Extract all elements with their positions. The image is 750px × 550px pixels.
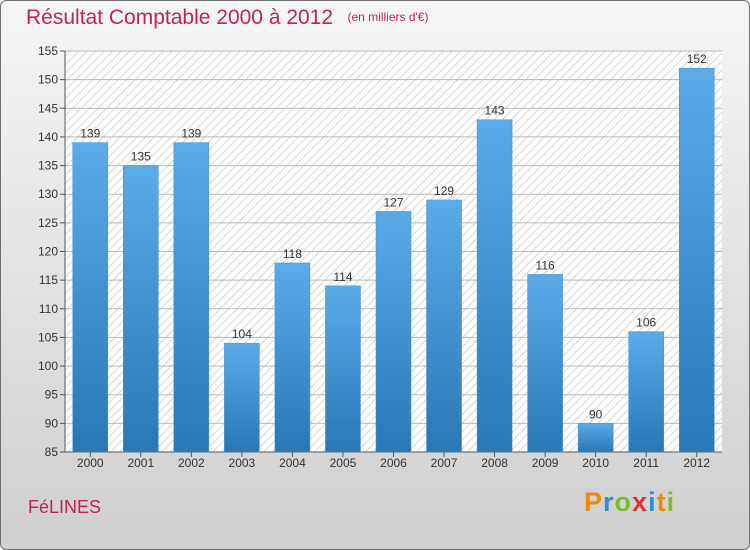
x-tick-label: 2002 bbox=[178, 456, 205, 470]
x-tick-label: 2004 bbox=[279, 456, 306, 470]
x-tick-label: 2008 bbox=[481, 456, 508, 470]
bar bbox=[274, 262, 311, 453]
logo-letter: P bbox=[584, 487, 604, 517]
bar bbox=[476, 119, 513, 453]
bar bbox=[173, 142, 210, 453]
x-tick-label: 2011 bbox=[633, 456, 659, 470]
bar-value-label: 127 bbox=[383, 195, 403, 209]
y-tick-label: 90 bbox=[45, 416, 59, 430]
y-tick-label: 145 bbox=[38, 101, 58, 115]
bar-value-label: 104 bbox=[232, 327, 252, 341]
y-tick-label: 155 bbox=[38, 44, 58, 58]
bar bbox=[426, 199, 462, 453]
chart-title: Résultat Comptable 2000 à 2012 (en milli… bbox=[26, 6, 428, 30]
bar bbox=[527, 274, 563, 453]
plot-area: 85 90 95 100 105 110 115 120 125 130 135 140 145 150 1… bbox=[38, 44, 722, 470]
y-tick-label: 150 bbox=[38, 73, 58, 87]
x-tick-label: 2009 bbox=[532, 456, 559, 470]
bar-value-label: 106 bbox=[636, 316, 656, 330]
bar bbox=[72, 142, 109, 453]
y-tick-label: 95 bbox=[45, 388, 59, 402]
bar-value-label: 116 bbox=[536, 258, 555, 272]
bar-value-label: 114 bbox=[333, 270, 352, 284]
x-tick-label: 2005 bbox=[330, 456, 357, 470]
bar bbox=[577, 423, 614, 453]
proxiti-logo: Proxiti bbox=[584, 487, 675, 518]
bar bbox=[123, 165, 159, 453]
logo-letter: x bbox=[632, 487, 649, 517]
bar-value-label: 139 bbox=[181, 127, 201, 141]
y-tick-label: 100 bbox=[38, 359, 58, 373]
bar-value-label: 143 bbox=[485, 104, 505, 118]
chart-title-text: Résultat Comptable 2000 à 2012 bbox=[26, 6, 334, 29]
y-tick-label: 105 bbox=[38, 330, 58, 344]
bar-value-label: 139 bbox=[80, 127, 100, 141]
bar-value-label: 135 bbox=[131, 150, 151, 164]
y-tick-label: 110 bbox=[39, 302, 58, 316]
bar bbox=[325, 285, 361, 453]
bar bbox=[224, 342, 260, 453]
y-tick-label: 130 bbox=[38, 187, 58, 201]
commune-name: FéLINES bbox=[28, 497, 102, 517]
y-tick-label: 115 bbox=[39, 273, 58, 287]
bar bbox=[628, 331, 664, 453]
y-tick-label: 120 bbox=[38, 245, 58, 259]
logo-letter: t bbox=[656, 487, 667, 517]
bar-value-label: 152 bbox=[687, 52, 707, 66]
x-tick-label: 2010 bbox=[582, 456, 609, 470]
y-tick-label: 135 bbox=[38, 159, 58, 173]
logo-letter: i bbox=[648, 487, 657, 517]
logo-letter: r bbox=[603, 487, 615, 517]
x-tick-label: 2001 bbox=[127, 456, 154, 470]
bar-value-label: 90 bbox=[589, 407, 603, 421]
bar bbox=[678, 67, 715, 453]
y-tick-label: 85 bbox=[45, 445, 59, 459]
y-tick-label: 125 bbox=[38, 216, 58, 230]
chart-subtitle: (en milliers d'€) bbox=[347, 10, 429, 24]
x-tick-label: 2007 bbox=[431, 456, 458, 470]
logo-letter: i bbox=[666, 487, 676, 517]
bar-value-label: 118 bbox=[283, 247, 302, 261]
logo-letter: o bbox=[614, 487, 633, 517]
bar bbox=[375, 211, 412, 453]
y-tick-label: 140 bbox=[38, 130, 58, 144]
bar-value-label: 129 bbox=[434, 184, 454, 198]
x-tick-label: 2012 bbox=[683, 456, 710, 470]
x-tick-label: 2000 bbox=[77, 456, 104, 470]
x-tick-label: 2006 bbox=[380, 456, 407, 470]
x-tick-label: 2003 bbox=[229, 456, 256, 470]
